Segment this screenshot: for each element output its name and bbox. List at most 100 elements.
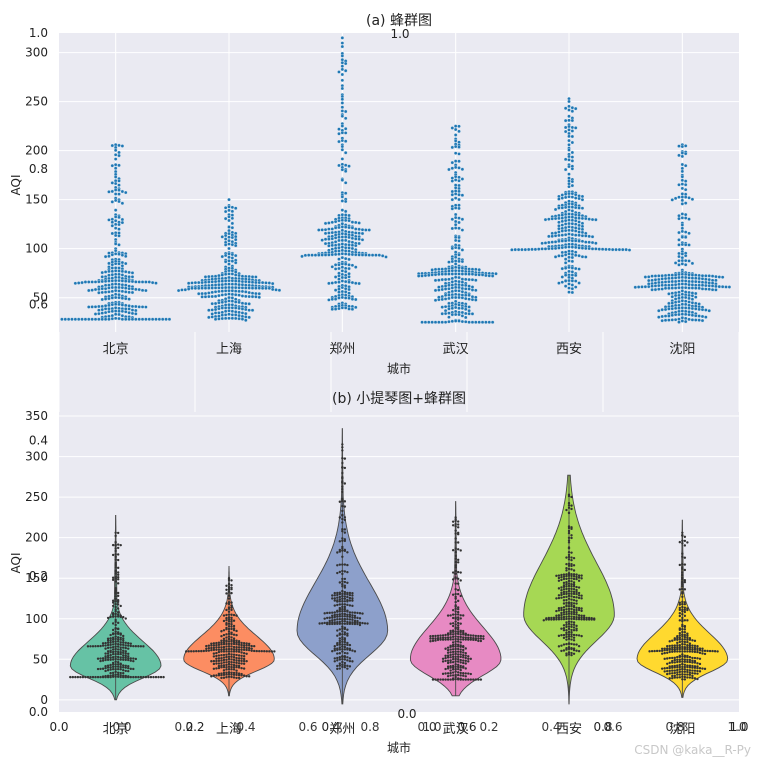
violin-swarm-point — [467, 678, 470, 681]
swarm-point — [227, 275, 231, 280]
swarm-point — [557, 246, 561, 250]
swarm-point — [474, 278, 478, 282]
swarm-point — [621, 247, 625, 252]
violin-swarm-point — [343, 505, 347, 508]
swarm-point — [450, 259, 455, 264]
violin-swarm-point — [114, 673, 117, 676]
violin-swarm-point — [79, 675, 82, 679]
violin-swarm-point — [336, 600, 339, 603]
swarm-point — [540, 241, 544, 246]
swarm-point — [453, 178, 458, 182]
violin-swarm-point — [225, 675, 228, 679]
violin-swarm-point — [454, 529, 457, 532]
violin-swarm-point — [683, 668, 687, 671]
violin-swarm-point — [454, 610, 457, 613]
violin-swarm-point — [341, 481, 344, 484]
violin-swarm-point — [472, 636, 475, 640]
violin-swarm-point — [451, 645, 455, 648]
violin-swarm-point — [109, 653, 112, 657]
violin-swarm-point — [114, 592, 117, 595]
violin-swarm-point — [122, 649, 125, 652]
violin-swarm-point — [456, 650, 460, 653]
swarm-point — [573, 233, 578, 237]
swarm-point — [677, 290, 681, 294]
swarm-point — [230, 221, 235, 226]
violin-swarm-point — [338, 550, 342, 553]
swarm-point — [587, 240, 591, 244]
violin-swarm-point — [449, 678, 452, 681]
swarm-point — [343, 218, 348, 223]
violin-swarm-point — [676, 666, 679, 669]
swarm-point — [223, 299, 228, 304]
violin-swarm-point — [575, 599, 578, 603]
swarm-point — [484, 273, 488, 278]
violin-swarm-point — [346, 615, 349, 618]
swarm-point — [220, 279, 225, 283]
violin-swarm-point — [348, 599, 352, 602]
swarm-point — [577, 216, 581, 220]
violin-swarm-point — [567, 555, 571, 559]
violin-swarm-point — [220, 639, 223, 642]
violin-swarm-point — [341, 580, 344, 583]
violin-swarm-point — [459, 650, 462, 654]
violin-swarm-point — [343, 466, 347, 470]
swarm-point — [567, 191, 571, 196]
swarm-point — [364, 253, 368, 257]
swarm-point — [134, 308, 138, 313]
swarm-point — [453, 159, 458, 163]
violin-swarm-point — [560, 627, 563, 630]
violin-swarm-point — [127, 666, 130, 670]
swarm-point — [137, 305, 141, 309]
violin-swarm-point — [681, 580, 684, 584]
violin-swarm-point — [567, 501, 571, 505]
swarm-point — [457, 246, 461, 250]
violin-swarm-point — [678, 650, 682, 653]
violin-swarm-point — [341, 600, 344, 603]
swarm-point — [340, 36, 345, 40]
swarm-point — [113, 166, 118, 170]
swarm-point — [704, 283, 708, 288]
violin-swarm-point — [122, 658, 125, 662]
swarm-point — [337, 257, 341, 261]
swarm-point — [667, 307, 671, 311]
violin-swarm-point — [331, 614, 334, 617]
swarm-point — [660, 277, 664, 281]
swarm-point — [120, 309, 125, 314]
violin-swarm-point — [668, 640, 671, 643]
swarm-point — [333, 297, 338, 301]
violin-swarm-point — [454, 670, 457, 673]
swarm-point — [567, 124, 571, 129]
violin-swarm-point — [220, 659, 223, 662]
violin-swarm-point — [686, 660, 689, 664]
violin-swarm-point — [96, 667, 100, 671]
swarm-point — [193, 280, 198, 285]
swarm-point — [110, 269, 115, 274]
violin-swarm-point — [227, 577, 231, 580]
swarm-point — [683, 319, 688, 324]
swarm-point — [447, 269, 451, 273]
violin-swarm-point — [351, 599, 354, 602]
violin-swarm-point — [343, 590, 347, 594]
violin-swarm-point — [341, 636, 344, 639]
swarm-point — [183, 288, 188, 292]
violin-swarm-point — [451, 571, 455, 574]
violin-swarm-point — [454, 635, 457, 638]
swarm-point — [680, 305, 685, 310]
violin-swarm-point — [560, 586, 563, 589]
swarm-point — [567, 212, 571, 216]
swarm-point — [100, 297, 104, 302]
swarm-point — [130, 271, 135, 275]
violin-swarm-point — [469, 636, 472, 640]
violin-swarm-point — [351, 616, 354, 619]
swarm-point — [197, 286, 201, 291]
swarm-point — [577, 233, 581, 238]
swarm-point — [230, 242, 235, 247]
swarm-point — [337, 235, 341, 239]
violin-swarm-point — [215, 643, 218, 647]
swarm-point — [450, 160, 455, 165]
violin-swarm-point — [567, 607, 571, 611]
violin-swarm-point — [681, 539, 684, 543]
violin-swarm-point — [555, 574, 558, 578]
violin-swarm-point — [688, 666, 692, 669]
violin-swarm-point — [673, 669, 676, 672]
